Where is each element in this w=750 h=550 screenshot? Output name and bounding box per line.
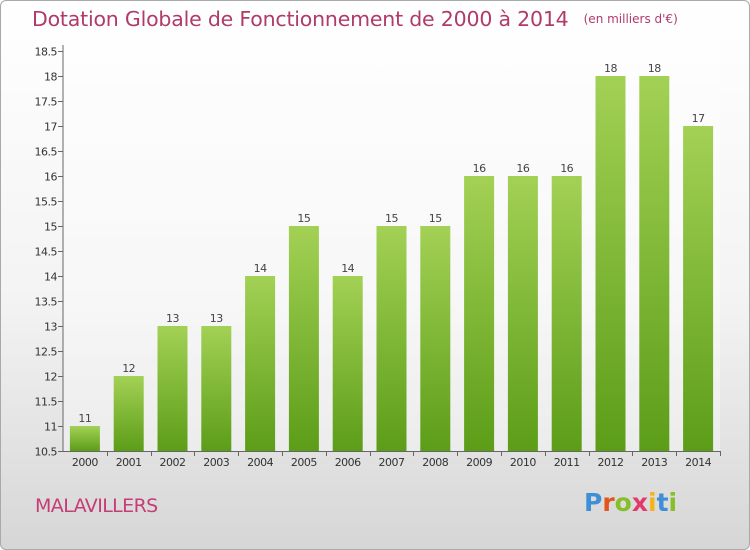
bar-2000: [69, 426, 100, 451]
logo-letter: i: [668, 488, 678, 517]
bar-2006: [332, 276, 363, 451]
x-tick-label: 2002: [160, 456, 186, 469]
x-tick-label: 2000: [72, 456, 98, 469]
bar-2003: [201, 326, 232, 451]
y-tick-label: 16.5: [35, 146, 58, 159]
y-tick-label: 13.5: [35, 296, 58, 309]
bar-2014: [683, 126, 714, 451]
y-tick-label: 10.5: [35, 446, 58, 459]
y-tick-label: 17: [44, 121, 57, 134]
data-label: 17: [692, 112, 705, 125]
bar-2013: [639, 76, 670, 451]
bar-2009: [464, 176, 495, 451]
x-tick-label: 2011: [554, 456, 580, 469]
logo-letter: x: [631, 488, 648, 517]
data-label: 14: [341, 262, 354, 275]
logo-letter: o: [614, 488, 632, 517]
x-tick-label: 2006: [335, 456, 361, 469]
data-label: 14: [254, 262, 267, 275]
bar-2004: [245, 276, 276, 451]
y-tick-label: 15.5: [35, 196, 58, 209]
bar-2010: [507, 176, 538, 451]
data-label: 11: [78, 412, 91, 425]
bar-2012: [595, 76, 626, 451]
data-label: 15: [429, 212, 442, 225]
proxiti-logo: Proxiti: [584, 488, 677, 517]
y-tick-label: 13: [44, 321, 57, 334]
logo-letter: t: [656, 488, 669, 517]
title-row: Dotation Globale de Fonctionnement de 20…: [32, 7, 678, 31]
y-tick-label: 11.5: [35, 396, 58, 409]
bar-2008: [420, 226, 451, 451]
data-label: 13: [210, 312, 223, 325]
x-tick-label: 2004: [247, 456, 273, 469]
x-tick-label: 2012: [598, 456, 624, 469]
x-tick-label: 2005: [291, 456, 317, 469]
bar-2011: [551, 176, 582, 451]
y-tick-label: 16: [44, 171, 57, 184]
y-tick-label: 14: [44, 271, 57, 284]
data-label: 18: [604, 62, 617, 75]
bar-2002: [157, 326, 188, 451]
data-label: 16: [560, 162, 573, 175]
y-tick-label: 11: [44, 421, 57, 434]
y-tick-label: 15: [44, 221, 57, 234]
bar-2007: [376, 226, 407, 451]
chart-unit-label: (en milliers d'€): [583, 12, 678, 26]
data-label: 18: [648, 62, 661, 75]
y-tick-label: 18.5: [35, 46, 58, 59]
x-tick-label: 2007: [379, 456, 405, 469]
y-tick-label: 12: [44, 371, 57, 384]
commune-name: MALAVILLERS: [35, 495, 158, 517]
data-label: 15: [297, 212, 310, 225]
x-tick-label: 2008: [422, 456, 448, 469]
logo-letter: i: [648, 488, 657, 517]
data-label: 16: [516, 162, 529, 175]
x-tick-label: 2013: [641, 456, 667, 469]
y-tick-label: 12.5: [35, 346, 58, 359]
x-tick-label: 2010: [510, 456, 536, 469]
y-tick-label: 18: [44, 71, 57, 84]
x-tick-label: 2009: [466, 456, 492, 469]
bar-2005: [288, 226, 319, 451]
x-tick-label: 2003: [203, 456, 229, 469]
x-tick-label: 2014: [685, 456, 711, 469]
data-label: 12: [122, 362, 135, 375]
chart-title: Dotation Globale de Fonctionnement de 20…: [32, 7, 569, 31]
y-tick-label: 14.5: [35, 246, 58, 259]
x-tick-label: 2001: [116, 456, 142, 469]
data-label: 15: [385, 212, 398, 225]
logo-letter: P: [584, 488, 603, 517]
data-label: 16: [473, 162, 486, 175]
data-label: 13: [166, 312, 179, 325]
y-tick-label: 17.5: [35, 96, 58, 109]
logo-letter: r: [602, 488, 615, 517]
bar-2001: [113, 376, 144, 451]
